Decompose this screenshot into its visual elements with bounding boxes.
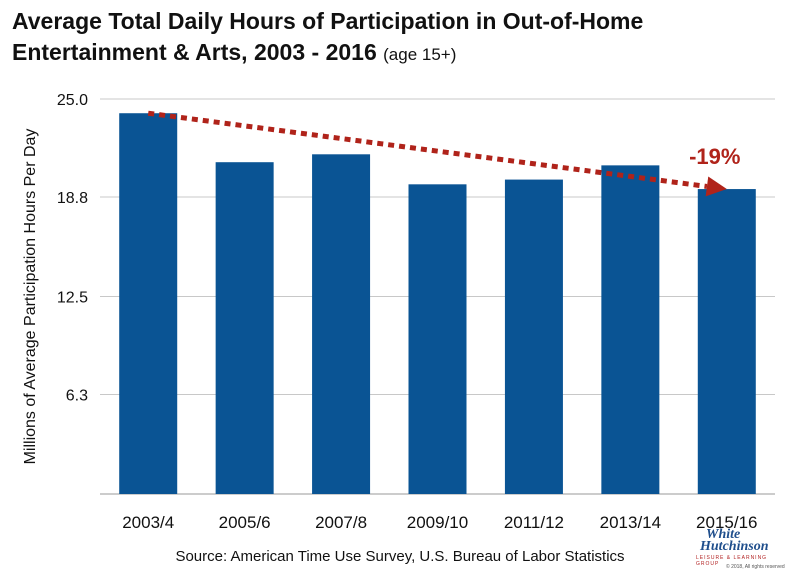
bar bbox=[601, 165, 660, 495]
chart-title: Average Total Daily Hours of Participati… bbox=[12, 6, 792, 70]
chart-subtitle: (age 15+) bbox=[383, 45, 457, 64]
y-tick-label: 6.3 bbox=[66, 387, 88, 404]
y-tick-label: 18.8 bbox=[57, 190, 88, 207]
bar bbox=[215, 162, 274, 494]
white-hutchinson-logo: White Hutchinson LEISURE & LEARNING GROU… bbox=[696, 527, 792, 575]
x-tick-label: 2003/4 bbox=[122, 513, 174, 532]
x-tick-label: 2009/10 bbox=[407, 513, 468, 532]
bar bbox=[408, 184, 467, 494]
bar bbox=[312, 154, 371, 495]
bar bbox=[504, 179, 563, 494]
trend-arrowhead bbox=[705, 176, 727, 197]
y-tick-label: 12.5 bbox=[57, 290, 88, 307]
bar bbox=[119, 113, 178, 494]
x-tick-label: 2015/16 bbox=[696, 513, 757, 532]
logo-line-3: LEISURE & LEARNING GROUP bbox=[696, 555, 768, 567]
x-tick-label: 2011/12 bbox=[504, 513, 564, 532]
y-axis-label: Millions of Average Participation Hours … bbox=[22, 129, 39, 465]
bar bbox=[697, 189, 756, 494]
x-tick-label: 2007/8 bbox=[315, 513, 367, 532]
y-tick-label: 25.0 bbox=[57, 92, 88, 109]
logo-line-2: Hutchinson bbox=[700, 539, 769, 554]
logo-line-1: White bbox=[706, 527, 741, 542]
chart-title-text: Average Total Daily Hours of Participati… bbox=[12, 8, 644, 65]
x-tick-label: 2013/14 bbox=[600, 513, 661, 532]
source-note: Source: American Time Use Survey, U.S. B… bbox=[175, 548, 625, 565]
x-tick-label: 2005/6 bbox=[219, 513, 271, 532]
trend-line bbox=[147, 110, 708, 189]
trend-label: -19% bbox=[689, 144, 740, 169]
logo-line-4: © 2018, All rights reserved bbox=[726, 564, 785, 570]
